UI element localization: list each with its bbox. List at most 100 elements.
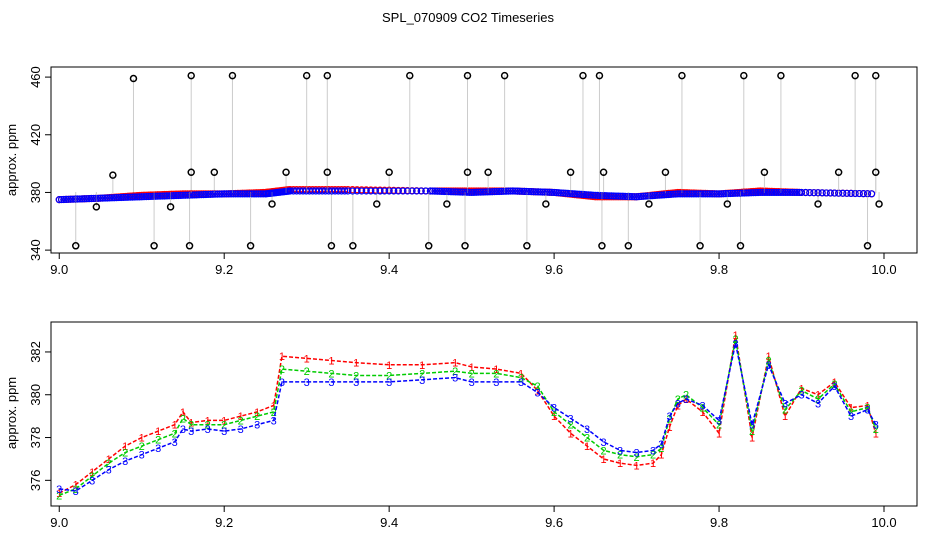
data-point: [756, 188, 764, 197]
top-plot-frame: [50, 66, 918, 254]
data-point: [632, 193, 641, 201]
data-point: [399, 187, 407, 195]
data-point: [241, 190, 249, 198]
bottom-x-axis: 9.0 9.2 9.4 9.6 9.8 10.0: [50, 506, 897, 530]
data-point: [626, 192, 634, 201]
series-marker-3: 3: [683, 394, 689, 406]
data-point: [472, 188, 480, 196]
data-point: [497, 187, 506, 196]
data-point: [488, 188, 496, 196]
data-point: [541, 188, 549, 196]
data-point: [479, 188, 487, 196]
data-point: [671, 190, 680, 198]
data-point: [788, 188, 796, 197]
series-marker-1: 1: [584, 441, 590, 453]
series-marker-1: 1: [73, 480, 79, 492]
series-marker-2: 2: [155, 435, 161, 447]
data-point: [580, 190, 588, 199]
data-point: [839, 189, 847, 197]
data-point: [99, 194, 107, 202]
series-marker-1: 1: [831, 377, 837, 389]
series-marker-1: 1: [254, 407, 260, 419]
series-marker-1: 1: [56, 488, 62, 500]
data-point: [353, 187, 361, 195]
data-point: [676, 190, 684, 198]
series-marker-1: 1: [106, 454, 112, 466]
series-marker-1: 1: [452, 358, 458, 370]
data-point: [635, 193, 643, 201]
series-marker-3: 3: [493, 377, 499, 389]
data-point: [202, 190, 210, 199]
data-point: [582, 191, 590, 199]
data-point: [529, 188, 538, 196]
spike-point: [851, 71, 859, 80]
series-marker-1: 1: [568, 428, 574, 440]
data-point: [172, 191, 180, 200]
data-point: [117, 193, 125, 202]
spike-point: [443, 200, 451, 208]
series-marker-1: 1: [221, 415, 227, 427]
data-point: [60, 195, 68, 204]
data-point: [607, 192, 615, 200]
spike-point: [696, 242, 704, 250]
data-point: [181, 191, 189, 199]
data-point: [717, 190, 725, 198]
data-point: [238, 190, 247, 198]
data-point: [642, 192, 650, 200]
data-point: [57, 195, 66, 204]
data-point: [341, 187, 349, 195]
spike-point: [624, 242, 633, 250]
data-point: [843, 189, 851, 197]
data-point: [197, 191, 205, 199]
data-point: [87, 194, 95, 203]
series-marker-3: 3: [106, 465, 112, 477]
data-point: [545, 188, 554, 196]
data-point: [775, 188, 783, 197]
data-point: [708, 190, 716, 198]
data-point: [67, 195, 75, 203]
data-point: [190, 191, 199, 199]
data-point: [596, 191, 604, 200]
series-marker-3: 3: [831, 381, 837, 393]
data-point: [195, 191, 203, 199]
series-marker-3: 3: [699, 400, 705, 412]
series-marker-2: 2: [873, 424, 879, 436]
series-marker-1: 1: [864, 400, 870, 412]
data-point: [685, 190, 693, 198]
spike-point: [349, 242, 357, 250]
data-point: [548, 188, 556, 196]
series-marker-2: 2: [304, 366, 310, 378]
data-point: [658, 191, 666, 199]
data-point: [236, 190, 244, 198]
data-point: [433, 187, 441, 195]
series-marker-3: 3: [180, 424, 186, 436]
data-point: [568, 190, 577, 198]
data-point: [380, 187, 389, 195]
series-marker-3: 3: [452, 373, 458, 385]
data-point: [653, 191, 661, 199]
data-point: [431, 187, 439, 195]
data-point: [243, 190, 251, 198]
bottom-y-axis: 376 378 380 382: [28, 341, 51, 491]
data-point: [504, 187, 512, 195]
series-marker-3: 3: [469, 377, 475, 389]
data-point: [859, 190, 867, 198]
y-tick-label: 382: [28, 341, 43, 363]
data-point: [177, 191, 185, 200]
series-marker-3: 3: [601, 437, 607, 449]
spike-point: [814, 200, 822, 208]
series-marker-2: 2: [667, 413, 673, 425]
series-marker-1: 1: [180, 407, 186, 419]
data-point: [456, 188, 464, 196]
series-marker-1: 1: [122, 441, 128, 453]
data-point: [692, 190, 700, 198]
series-marker-3: 3: [617, 445, 623, 457]
series-marker-1: 1: [667, 422, 673, 434]
series-marker-2: 2: [419, 368, 425, 380]
data-point: [701, 190, 709, 198]
data-point: [413, 187, 421, 195]
data-point: [163, 192, 171, 200]
series-marker-3: 3: [782, 398, 788, 410]
data-point: [566, 189, 574, 198]
data-point: [390, 187, 398, 195]
